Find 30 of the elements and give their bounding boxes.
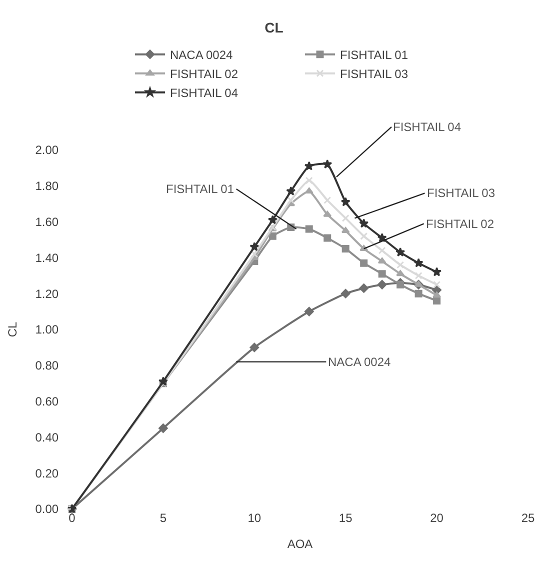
annotation: FISHTAIL 03 (427, 186, 496, 200)
x-tick-label: 0 (68, 511, 76, 525)
legend-label: FISHTAIL 03 (340, 67, 408, 82)
y-tick-label: 0.20 (35, 466, 59, 480)
y-tick-label: 1.60 (35, 215, 59, 229)
legend-label: FISHTAIL 02 (170, 67, 238, 82)
legend-label: FISHTAIL 01 (340, 48, 408, 62)
x-tick-label: 20 (430, 511, 444, 525)
x-axis-title: AOA (287, 536, 313, 551)
x-tick-label: 25 (521, 511, 535, 525)
annotation: NACA 0024 (328, 355, 392, 369)
x-tick-label: 10 (248, 511, 262, 525)
y-tick-label: 1.80 (35, 179, 59, 194)
y-tick-label: 0.40 (35, 430, 59, 444)
y-tick-label: 2.00 (35, 143, 59, 158)
y-tick-label: 1.20 (35, 286, 59, 301)
y-tick-label: 1.00 (35, 322, 59, 337)
annotation: FISHTAIL 02 (426, 217, 494, 231)
x-tick-label: 15 (338, 511, 353, 525)
x-tick-label: 5 (160, 511, 167, 525)
chart-title: CL (264, 20, 284, 36)
y-tick-label: 0.60 (35, 394, 59, 408)
legend-label: FISHTAIL 04 (170, 86, 238, 100)
y-tick-label: 1.40 (35, 250, 59, 265)
legend-label: NACA 0024 (170, 48, 234, 62)
y-axis-title: CL (6, 322, 20, 338)
y-tick-label: 0.80 (35, 358, 59, 373)
annotation: FISHTAIL 01 (166, 182, 234, 196)
y-tick-label: 0.00 (35, 502, 59, 516)
annotation: FISHTAIL 04 (393, 120, 462, 134)
